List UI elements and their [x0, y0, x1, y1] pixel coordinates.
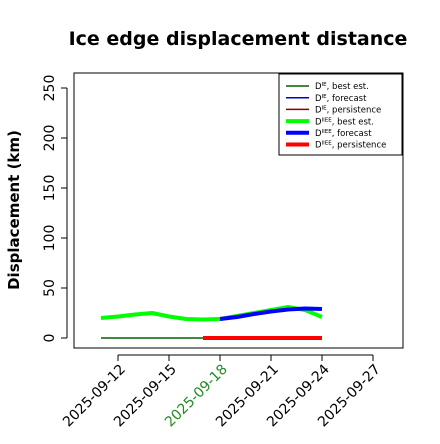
y-tick-label: 150 — [42, 175, 58, 202]
series-line-4 — [219, 306, 323, 321]
y-axis-label: Displacement (km) — [5, 130, 23, 290]
chart-title: Ice edge displacement distance — [69, 28, 408, 50]
y-tick-label: 100 — [42, 225, 58, 252]
legend-box — [278, 73, 403, 156]
series-layer — [100, 305, 323, 340]
legend-label-4: DIIEE, forecast — [315, 129, 372, 139]
legend: DIE, best est. DIE, forecast DIE, persiste… — [278, 73, 403, 156]
x-ticks-layer: 2025-09-122025-09-152025-09-182025-09-21… — [60, 354, 384, 430]
legend-label-5: DIIEE, persistence — [315, 141, 386, 151]
y-tick-label: 200 — [42, 125, 58, 152]
y-ticks-layer: 0 50 100 150 200 250 — [42, 75, 68, 343]
y-tick-label: 250 — [42, 75, 58, 102]
legend-label-1: DIE, forecast — [315, 94, 367, 104]
y-tick-label: 50 — [42, 279, 58, 297]
legend-label-2: DIE, persistence — [315, 106, 381, 116]
plot-frame — [73, 72, 404, 349]
legend-label-0: DIE, best est. — [315, 82, 369, 92]
legend-label-3: DIIEE, best est. — [315, 117, 374, 127]
y-tick-label: 0 — [42, 334, 58, 343]
